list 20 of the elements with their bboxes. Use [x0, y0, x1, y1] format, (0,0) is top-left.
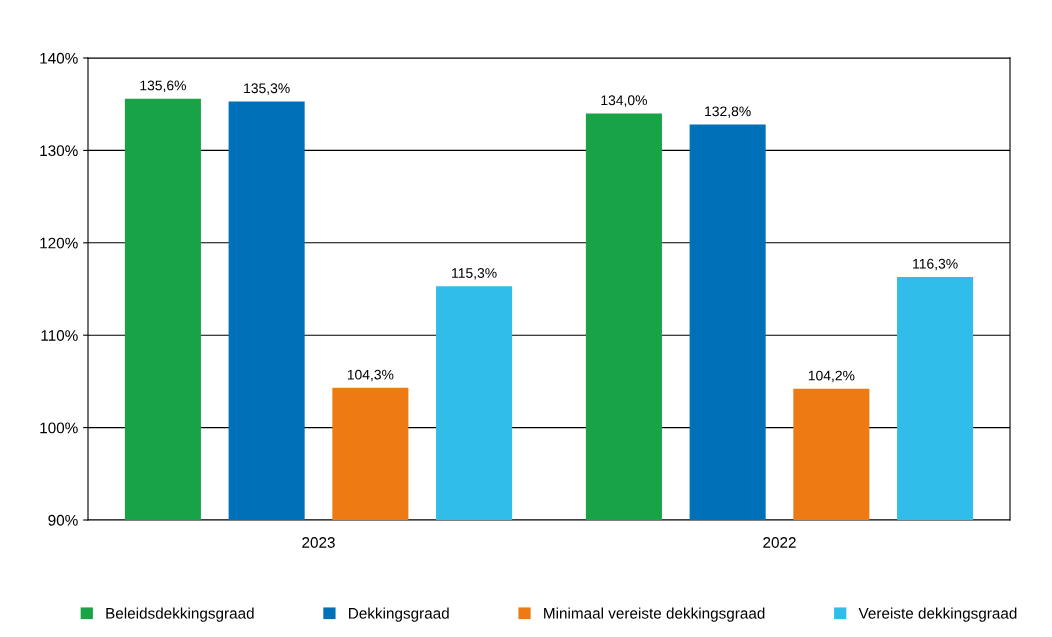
data-label: 134,0% — [601, 95, 647, 107]
data-label: 135,6% — [140, 80, 186, 92]
data-label: 132,8% — [705, 106, 751, 118]
data-label: 135,3% — [244, 83, 290, 95]
legend-label: Dekkingsgraad — [349, 607, 449, 622]
legend-label: Minimaal vereiste dekkingsgraad — [544, 607, 765, 622]
y-tick-label: 130% — [40, 145, 78, 157]
y-tick-label: 110% — [41, 330, 78, 341]
data-label: 116,3% — [913, 258, 958, 271]
legend-label: Vereiste dekkingsgraad — [858, 607, 1017, 622]
y-tick-label: 100% — [40, 422, 78, 434]
y-tick-label: 120% — [40, 237, 78, 249]
y-tick-label: 90% — [48, 514, 78, 526]
x-tick-label: 2023 — [302, 537, 335, 548]
legend-label: Beleidsdekkingsgraad — [106, 607, 254, 622]
data-label: 104,3% — [347, 369, 394, 382]
data-label: 104,2% — [808, 370, 855, 383]
x-tick-label: 2022 — [763, 537, 796, 548]
data-label: 115,3% — [452, 268, 497, 280]
y-tick-label: 140% — [40, 52, 78, 64]
